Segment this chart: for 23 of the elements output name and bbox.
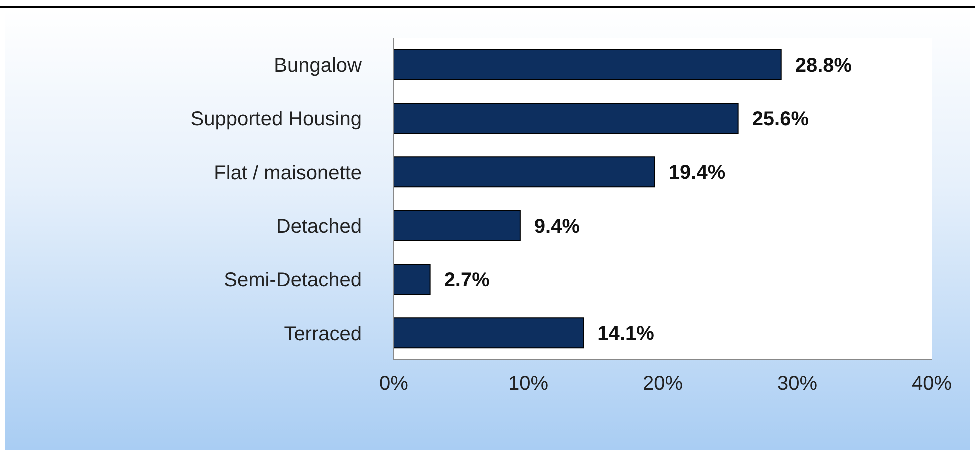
bar	[394, 49, 782, 80]
bar	[394, 102, 739, 134]
x-tick-label: 0%	[380, 373, 409, 396]
bar	[394, 210, 521, 242]
y-tick-label: Semi-Detached	[224, 270, 362, 292]
bar	[394, 318, 584, 349]
y-tick-label: Bungalow	[274, 54, 363, 77]
bar	[394, 156, 656, 188]
bar	[394, 264, 431, 295]
data-label: 14.1%	[598, 323, 655, 346]
x-tick-label: 30%	[777, 373, 818, 396]
y-tick-label: Detached	[276, 216, 362, 238]
y-tick-label: Supported Housing	[190, 108, 362, 131]
data-label: 2.7%	[444, 270, 490, 292]
y-tick-label: Flat / maisonette	[214, 162, 362, 184]
x-tick-label: 10%	[508, 373, 549, 396]
data-label: 9.4%	[534, 216, 580, 238]
data-label: 19.4%	[668, 162, 726, 184]
x-tick-label: 40%	[912, 373, 952, 396]
data-label: 25.6%	[752, 108, 810, 131]
data-label: 28.8%	[795, 54, 852, 77]
x-tick-label: 20%	[642, 373, 684, 396]
y-tick-label: Terraced	[284, 323, 362, 346]
